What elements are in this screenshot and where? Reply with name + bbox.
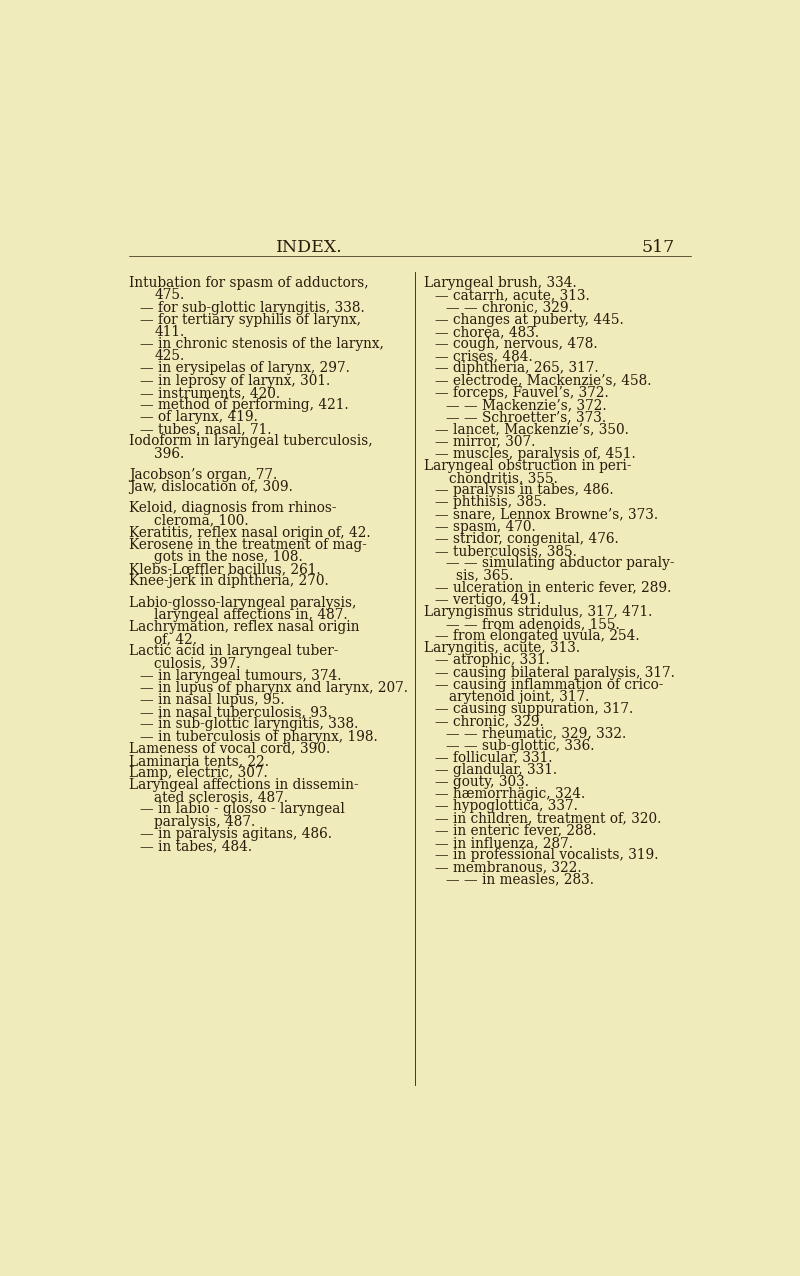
- Text: — causing inflammation of crico-: — causing inflammation of crico-: [435, 678, 663, 692]
- Text: — snare, Lennox Browne’s, 373.: — snare, Lennox Browne’s, 373.: [435, 508, 658, 522]
- Text: — cough, nervous, 478.: — cough, nervous, 478.: [435, 337, 598, 351]
- Text: — tubes, nasal, 71.: — tubes, nasal, 71.: [140, 422, 272, 436]
- Text: — — from adenoids, 155.: — — from adenoids, 155.: [446, 618, 619, 630]
- Text: — mirror, 307.: — mirror, 307.: [435, 434, 535, 448]
- Text: cleroma, 100.: cleroma, 100.: [154, 513, 249, 527]
- Text: — in paralysis agitans, 486.: — in paralysis agitans, 486.: [140, 827, 332, 841]
- Text: 517: 517: [642, 240, 674, 256]
- Text: — in nasal tuberculosis, 93.: — in nasal tuberculosis, 93.: [140, 706, 332, 720]
- Text: — method of performing, 421.: — method of performing, 421.: [140, 398, 349, 412]
- Text: — — Mackenzie’s, 372.: — — Mackenzie’s, 372.: [446, 398, 606, 412]
- Text: 475.: 475.: [154, 288, 185, 302]
- Text: gots in the nose, 108.: gots in the nose, 108.: [154, 550, 303, 564]
- Text: Jaw, dislocation of, 309.: Jaw, dislocation of, 309.: [130, 480, 294, 494]
- Text: — causing bilateral paralysis, 317.: — causing bilateral paralysis, 317.: [435, 666, 674, 680]
- Text: INDEX.: INDEX.: [276, 240, 342, 256]
- Text: — forceps, Fauvel’s, 372.: — forceps, Fauvel’s, 372.: [435, 385, 609, 399]
- Text: Iodoform in laryngeal tuberculosis,: Iodoform in laryngeal tuberculosis,: [130, 434, 373, 448]
- Text: — tuberculosis, 385.: — tuberculosis, 385.: [435, 544, 577, 558]
- Text: — in professional vocalists, 319.: — in professional vocalists, 319.: [435, 849, 658, 863]
- Text: 425.: 425.: [154, 350, 185, 364]
- Text: Laryngitis, acute, 313.: Laryngitis, acute, 313.: [424, 642, 580, 656]
- Text: — changes at puberty, 445.: — changes at puberty, 445.: [435, 313, 623, 327]
- Text: sis, 365.: sis, 365.: [457, 568, 514, 582]
- Text: Keloid, diagnosis from rhinos-: Keloid, diagnosis from rhinos-: [130, 501, 337, 516]
- Text: Laryngismus stridulus, 317, 471.: Laryngismus stridulus, 317, 471.: [424, 605, 652, 619]
- Text: — causing suppuration, 317.: — causing suppuration, 317.: [435, 702, 633, 716]
- Text: — stridor, congenital, 476.: — stridor, congenital, 476.: [435, 532, 618, 546]
- Text: — in leprosy of larynx, 301.: — in leprosy of larynx, 301.: [140, 374, 330, 388]
- Text: — in sub-glottic laryngitis, 338.: — in sub-glottic laryngitis, 338.: [140, 717, 358, 731]
- Text: — in children, treatment of, 320.: — in children, treatment of, 320.: [435, 812, 661, 826]
- Text: — lancet, Mackenzie’s, 350.: — lancet, Mackenzie’s, 350.: [435, 422, 629, 436]
- Text: — in tuberculosis of pharynx, 198.: — in tuberculosis of pharynx, 198.: [140, 730, 378, 744]
- Text: paralysis, 487.: paralysis, 487.: [154, 814, 255, 828]
- Text: 396.: 396.: [154, 447, 185, 461]
- Text: — for tertiary syphilis of larynx,: — for tertiary syphilis of larynx,: [140, 313, 362, 327]
- Text: — electrode, Mackenzie’s, 458.: — electrode, Mackenzie’s, 458.: [435, 374, 651, 388]
- Text: — gouty, 303.: — gouty, 303.: [435, 775, 529, 789]
- Text: — — chronic, 329.: — — chronic, 329.: [446, 301, 573, 315]
- Text: — ulceration in enteric fever, 289.: — ulceration in enteric fever, 289.: [435, 581, 671, 595]
- Text: — hypoglottica, 337.: — hypoglottica, 337.: [435, 800, 578, 814]
- Text: — follicular, 331.: — follicular, 331.: [435, 750, 552, 764]
- Text: — — sub-glottic, 336.: — — sub-glottic, 336.: [446, 739, 594, 753]
- Text: — in erysipelas of larynx, 297.: — in erysipelas of larynx, 297.: [140, 361, 350, 375]
- Text: — vertigo, 491.: — vertigo, 491.: [435, 592, 541, 606]
- Text: — in laryngeal tumours, 374.: — in laryngeal tumours, 374.: [140, 669, 342, 683]
- Text: — from elongated uvula, 254.: — from elongated uvula, 254.: [435, 629, 639, 643]
- Text: — — rheumatic, 329, 332.: — — rheumatic, 329, 332.: [446, 726, 626, 740]
- Text: chondritis, 355.: chondritis, 355.: [449, 471, 558, 485]
- Text: Laryngeal brush, 334.: Laryngeal brush, 334.: [424, 277, 577, 291]
- Text: — for sub-glottic laryngitis, 338.: — for sub-glottic laryngitis, 338.: [140, 301, 365, 315]
- Text: Labio-glosso-laryngeal paralysis,: Labio-glosso-laryngeal paralysis,: [130, 596, 357, 610]
- Text: — muscles, paralysis of, 451.: — muscles, paralysis of, 451.: [435, 447, 635, 461]
- Text: — — Schroetter’s, 373.: — — Schroetter’s, 373.: [446, 410, 606, 424]
- Text: Kerosene in the treatment of mag-: Kerosene in the treatment of mag-: [130, 538, 367, 553]
- Text: — paralysis in tabes, 486.: — paralysis in tabes, 486.: [435, 484, 614, 498]
- Text: — catarrh, acute, 313.: — catarrh, acute, 313.: [435, 288, 590, 302]
- Text: laryngeal affections in, 487.: laryngeal affections in, 487.: [154, 607, 348, 621]
- Text: Klebs-Lœffler bacillus, 261.: Klebs-Lœffler bacillus, 261.: [130, 563, 321, 577]
- Text: — chorea, 483.: — chorea, 483.: [435, 325, 539, 339]
- Text: Laminaria tents, 22.: Laminaria tents, 22.: [130, 754, 270, 768]
- Text: arytenoid joint, 317.: arytenoid joint, 317.: [449, 690, 589, 704]
- Text: culosis, 397.: culosis, 397.: [154, 657, 241, 670]
- Text: — spasm, 470.: — spasm, 470.: [435, 519, 535, 533]
- Text: Knee-jerk in diphtheria, 270.: Knee-jerk in diphtheria, 270.: [130, 574, 330, 588]
- Text: — phthisis, 385.: — phthisis, 385.: [435, 495, 546, 509]
- Text: — in enteric fever, 288.: — in enteric fever, 288.: [435, 824, 596, 838]
- Text: — — simulating abductor paraly-: — — simulating abductor paraly-: [446, 556, 674, 570]
- Text: — chronic, 329.: — chronic, 329.: [435, 715, 544, 729]
- Text: Laryngeal affections in dissemin-: Laryngeal affections in dissemin-: [130, 778, 359, 792]
- Text: — in chronic stenosis of the larynx,: — in chronic stenosis of the larynx,: [140, 337, 384, 351]
- Text: Lachrymation, reflex nasal origin: Lachrymation, reflex nasal origin: [130, 620, 360, 634]
- Text: — glandular, 331.: — glandular, 331.: [435, 763, 557, 777]
- Text: Lameness of vocal cord, 390.: Lameness of vocal cord, 390.: [130, 741, 330, 755]
- Text: — of larynx, 419.: — of larynx, 419.: [140, 410, 258, 424]
- Text: Lamp, electric, 307.: Lamp, electric, 307.: [130, 766, 268, 780]
- Text: of, 42.: of, 42.: [154, 632, 198, 646]
- Text: — in labio - glosso - laryngeal: — in labio - glosso - laryngeal: [140, 803, 345, 817]
- Text: Lactic acid in laryngeal tuber-: Lactic acid in laryngeal tuber-: [130, 644, 339, 658]
- Text: 411.: 411.: [154, 325, 185, 339]
- Text: — diphtheria, 265, 317.: — diphtheria, 265, 317.: [435, 361, 598, 375]
- Text: — in tabes, 484.: — in tabes, 484.: [140, 840, 253, 852]
- Text: — — in measles, 283.: — — in measles, 283.: [446, 873, 594, 887]
- Text: Intubation for spasm of adductors,: Intubation for spasm of adductors,: [130, 277, 369, 291]
- Text: — instruments, 420.: — instruments, 420.: [140, 385, 281, 399]
- Text: — in lupus of pharynx and larynx, 207.: — in lupus of pharynx and larynx, 207.: [140, 681, 408, 695]
- Text: Laryngeal obstruction in peri-: Laryngeal obstruction in peri-: [424, 459, 631, 473]
- Text: — membranous, 322.: — membranous, 322.: [435, 860, 582, 874]
- Text: ated sclerosis, 487.: ated sclerosis, 487.: [154, 790, 288, 804]
- Text: — hæmorrhägic, 324.: — hæmorrhägic, 324.: [435, 787, 585, 801]
- Text: Jacobson’s organ, 77.: Jacobson’s organ, 77.: [130, 468, 278, 482]
- Text: — in nasal lupus, 95.: — in nasal lupus, 95.: [140, 693, 285, 707]
- Text: Keratitis, reflex nasal origin of, 42.: Keratitis, reflex nasal origin of, 42.: [130, 526, 371, 540]
- Text: — atrophic, 331.: — atrophic, 331.: [435, 653, 550, 667]
- Text: — crises, 484.: — crises, 484.: [435, 350, 533, 364]
- Text: — in influenza, 287.: — in influenza, 287.: [435, 836, 573, 850]
